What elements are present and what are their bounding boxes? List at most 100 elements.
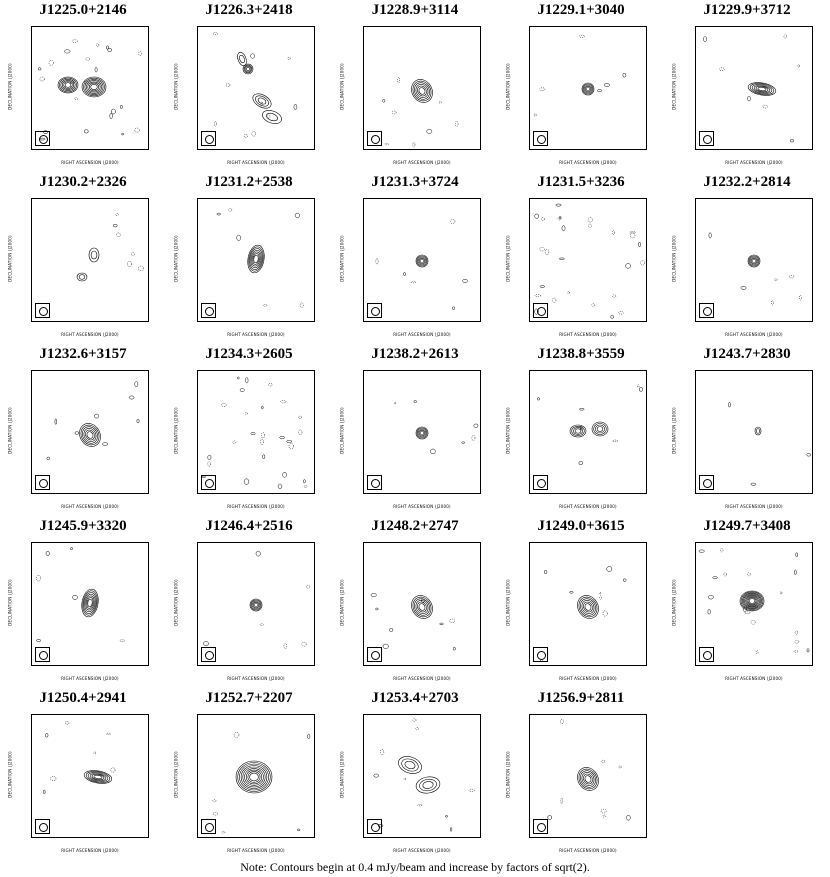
panel-title: J1256.9+2811 xyxy=(537,690,625,706)
y-axis-label: DECLINATION (J2000) xyxy=(339,407,345,454)
y-axis-label: DECLINATION (J2000) xyxy=(7,407,13,454)
y-axis-label: DECLINATION (J2000) xyxy=(671,63,677,110)
y-axis-label: DECLINATION (J2000) xyxy=(7,579,13,626)
panel-title: J1252.7+2207 xyxy=(205,690,293,706)
x-axis-label: RIGHT ASCENSION (J2000) xyxy=(559,160,617,165)
contour-plot xyxy=(31,198,149,322)
beam-icon xyxy=(533,303,548,318)
contour-panel: J1250.4+2941 DECLINATION (J2000) RIGHT ASC… xyxy=(0,688,166,860)
beam-icon xyxy=(35,475,50,490)
contour-panel: J1231.3+3724 DECLINATION (J2000) RIGHT ASC… xyxy=(332,172,498,344)
x-axis-label: RIGHT ASCENSION (J2000) xyxy=(393,504,451,509)
y-axis-label: DECLINATION (J2000) xyxy=(339,751,345,798)
contour-plot xyxy=(529,26,647,150)
contour-panel: J1245.9+3320 DECLINATION (J2000) RIGHT ASC… xyxy=(0,516,166,688)
beam-icon xyxy=(699,131,714,146)
contour-plot xyxy=(529,198,647,322)
x-axis-label: RIGHT ASCENSION (J2000) xyxy=(393,676,451,681)
contour-plot xyxy=(197,26,315,150)
panel-title: J1249.0+3615 xyxy=(537,518,625,534)
panel-title: J1245.9+3320 xyxy=(39,518,127,534)
contour-plot xyxy=(695,542,813,666)
contour-panel: J1232.2+2814 DECLINATION (J2000) RIGHT ASC… xyxy=(664,172,830,344)
beam-icon xyxy=(367,475,382,490)
y-axis-label: DECLINATION (J2000) xyxy=(173,63,179,110)
y-axis-label: DECLINATION (J2000) xyxy=(7,235,13,282)
panel-title: J1238.8+3559 xyxy=(537,346,625,362)
beam-icon xyxy=(367,819,382,834)
contour-plot xyxy=(363,198,481,322)
contour-plot xyxy=(197,542,315,666)
x-axis-label: RIGHT ASCENSION (J2000) xyxy=(559,332,617,337)
y-axis-label: DECLINATION (J2000) xyxy=(339,579,345,626)
x-axis-label: RIGHT ASCENSION (J2000) xyxy=(725,504,783,509)
contour-plot xyxy=(31,542,149,666)
contour-plot xyxy=(529,370,647,494)
x-axis-label: RIGHT ASCENSION (J2000) xyxy=(559,848,617,853)
contour-plot xyxy=(695,370,813,494)
contour-panel: J1256.9+2811 DECLINATION (J2000) RIGHT ASC… xyxy=(498,688,664,860)
x-axis-label: RIGHT ASCENSION (J2000) xyxy=(559,676,617,681)
panel-title: J1232.6+3157 xyxy=(39,346,127,362)
beam-icon xyxy=(533,819,548,834)
beam-icon xyxy=(201,819,216,834)
beam-icon xyxy=(699,303,714,318)
contour-panel: J1231.2+2538 DECLINATION (J2000) RIGHT ASC… xyxy=(166,172,332,344)
contour-panel: J1246.4+2516 DECLINATION (J2000) RIGHT ASC… xyxy=(166,516,332,688)
x-axis-label: RIGHT ASCENSION (J2000) xyxy=(227,504,285,509)
y-axis-label: DECLINATION (J2000) xyxy=(505,579,511,626)
beam-icon xyxy=(367,647,382,662)
y-axis-label: DECLINATION (J2000) xyxy=(173,235,179,282)
panel-title: J1231.2+2538 xyxy=(205,174,293,190)
contour-plot xyxy=(31,370,149,494)
panel-title: J1243.7+2830 xyxy=(703,346,791,362)
panel-title: J1229.1+3040 xyxy=(537,2,625,18)
contour-plot xyxy=(197,370,315,494)
contour-panel: J1230.2+2326 DECLINATION (J2000) RIGHT ASC… xyxy=(0,172,166,344)
contour-panel: J1248.2+2747 DECLINATION (J2000) RIGHT ASC… xyxy=(332,516,498,688)
beam-icon xyxy=(533,475,548,490)
x-axis-label: RIGHT ASCENSION (J2000) xyxy=(61,332,119,337)
contour-plot xyxy=(363,542,481,666)
panel-title: J1232.2+2814 xyxy=(703,174,791,190)
panel-title: J1231.3+3724 xyxy=(371,174,459,190)
contour-plot xyxy=(31,26,149,150)
x-axis-label: RIGHT ASCENSION (J2000) xyxy=(61,504,119,509)
contour-panel: J1249.0+3615 DECLINATION (J2000) RIGHT ASC… xyxy=(498,516,664,688)
contour-plot xyxy=(363,714,481,838)
x-axis-label: RIGHT ASCENSION (J2000) xyxy=(227,332,285,337)
contour-panel: J1249.7+3408 DECLINATION (J2000) RIGHT ASC… xyxy=(664,516,830,688)
panel-title: J1225.0+2146 xyxy=(39,2,127,18)
contour-panel: J1229.9+3712 DECLINATION (J2000) RIGHT ASC… xyxy=(664,0,830,172)
panel-title: J1229.9+3712 xyxy=(703,2,791,18)
beam-icon xyxy=(533,647,548,662)
x-axis-label: RIGHT ASCENSION (J2000) xyxy=(725,676,783,681)
beam-icon xyxy=(201,131,216,146)
y-axis-label: DECLINATION (J2000) xyxy=(505,407,511,454)
contour-panel: J1253.4+2703 DECLINATION (J2000) RIGHT ASC… xyxy=(332,688,498,860)
x-axis-label: RIGHT ASCENSION (J2000) xyxy=(393,848,451,853)
contour-panel: J1231.5+3236 DECLINATION (J2000) RIGHT ASC… xyxy=(498,172,664,344)
x-axis-label: RIGHT ASCENSION (J2000) xyxy=(559,504,617,509)
beam-icon xyxy=(201,647,216,662)
panel-title: J1253.4+2703 xyxy=(371,690,459,706)
x-axis-label: RIGHT ASCENSION (J2000) xyxy=(393,332,451,337)
y-axis-label: DECLINATION (J2000) xyxy=(339,63,345,110)
x-axis-label: RIGHT ASCENSION (J2000) xyxy=(725,160,783,165)
panel-title: J1248.2+2747 xyxy=(371,518,459,534)
y-axis-label: DECLINATION (J2000) xyxy=(505,63,511,110)
panel-title: J1234.3+2605 xyxy=(205,346,293,362)
x-axis-label: RIGHT ASCENSION (J2000) xyxy=(227,160,285,165)
y-axis-label: DECLINATION (J2000) xyxy=(173,407,179,454)
contour-panel: J1225.0+2146 DECLINATION (J2000) RIGHT ASC… xyxy=(0,0,166,172)
y-axis-label: DECLINATION (J2000) xyxy=(7,751,13,798)
y-axis-label: DECLINATION (J2000) xyxy=(505,751,511,798)
beam-icon xyxy=(699,647,714,662)
beam-icon xyxy=(699,475,714,490)
panel-title: J1246.4+2516 xyxy=(205,518,293,534)
footnote: Note: Contours begin at 0.4 mJy/beam and… xyxy=(240,860,590,874)
x-axis-label: RIGHT ASCENSION (J2000) xyxy=(393,160,451,165)
panel-title: J1231.5+3236 xyxy=(537,174,625,190)
contour-plot xyxy=(31,714,149,838)
y-axis-label: DECLINATION (J2000) xyxy=(339,235,345,282)
